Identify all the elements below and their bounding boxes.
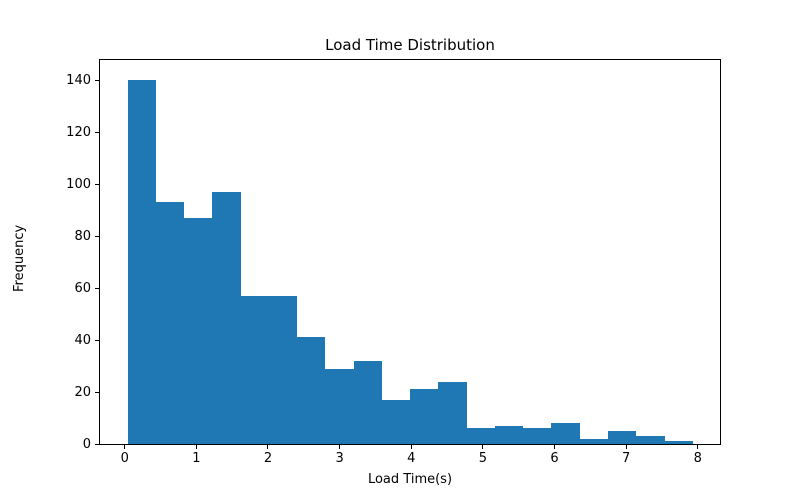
x-tick-label: 2	[263, 451, 273, 466]
histogram-bar	[381, 399, 411, 444]
histogram-bar	[297, 337, 326, 444]
y-tick-mark	[95, 79, 99, 81]
histogram-bar	[127, 80, 156, 444]
histogram-bar	[494, 425, 524, 444]
histogram-bar	[608, 431, 637, 444]
histogram-bar	[438, 381, 467, 444]
x-tick-label: 6	[550, 451, 559, 466]
y-tick-mark	[95, 339, 99, 341]
y-tick-label: 20	[74, 384, 91, 400]
histogram-bar	[268, 295, 298, 444]
x-tick-mark	[554, 445, 556, 449]
x-tick-mark	[697, 445, 699, 449]
y-tick-mark	[95, 391, 99, 393]
x-tick-label: 1	[192, 451, 201, 466]
histogram-bar	[551, 423, 580, 444]
histogram-bar	[212, 191, 241, 444]
y-tick-label: 140	[66, 72, 91, 88]
x-tick-mark	[482, 445, 484, 449]
y-tick-mark	[95, 183, 99, 185]
histogram-bar	[325, 368, 354, 444]
y-tick-mark	[95, 287, 99, 289]
histogram-bar	[636, 436, 665, 444]
x-tick-label: 3	[335, 451, 344, 466]
x-tick-mark	[410, 445, 412, 449]
y-tick-mark	[95, 131, 99, 133]
x-tick-label: 5	[478, 451, 488, 466]
x-tick-label: 4	[407, 451, 416, 466]
y-tick-mark	[95, 443, 99, 445]
chart-title: Load Time Distribution	[325, 36, 495, 54]
histogram-bar	[664, 441, 693, 444]
x-tick-label: 7	[622, 451, 631, 466]
x-axis-label: Load Time(s)	[367, 472, 453, 487]
y-tick-label: 60	[74, 280, 91, 296]
y-tick-label: 100	[66, 176, 91, 192]
x-tick-mark	[195, 445, 197, 449]
histogram-bar	[410, 389, 439, 444]
histogram-bar	[466, 428, 495, 444]
plot-area	[99, 59, 721, 445]
x-tick-label: 8	[693, 451, 702, 466]
x-tick-mark	[339, 445, 341, 449]
histogram-bar	[523, 428, 552, 444]
x-tick-mark	[124, 445, 126, 449]
histogram-bar	[579, 438, 608, 444]
x-tick-mark	[267, 445, 269, 449]
histogram-bar	[184, 217, 213, 444]
x-tick-mark	[625, 445, 627, 449]
histogram-bar	[353, 360, 382, 444]
y-axis-label: Frequency	[12, 224, 27, 292]
y-tick-label: 40	[74, 332, 91, 348]
histogram-bar	[240, 295, 269, 444]
histogram-bar	[155, 202, 185, 444]
y-tick-label: 0	[82, 436, 91, 452]
y-tick-mark	[95, 235, 99, 237]
y-tick-label: 120	[66, 124, 91, 140]
x-tick-label: 0	[120, 451, 129, 466]
y-tick-label: 80	[74, 228, 91, 244]
